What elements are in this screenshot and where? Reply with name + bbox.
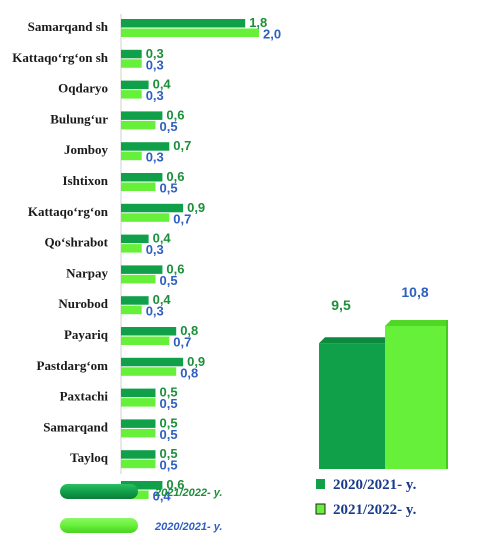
data-label-2021-2022: 1,8 [249,15,267,30]
category-label: Paxtachi [60,389,109,404]
bar-2021-2022 [121,388,156,398]
data-label-2020-2021: 0,3 [146,88,164,103]
data-label-2020-2021: 0,8 [180,365,198,380]
total-bar [319,343,385,469]
category-label: Payariq [64,327,109,342]
data-label-2021-2022: 0,6 [166,261,184,276]
total-bar-side [446,320,448,469]
data-label-2020-2021: 0,3 [146,150,164,165]
bar-2021-2022 [121,327,177,336]
data-label-2020-2021: 0,5 [160,458,178,473]
bar-2020-2021 [121,59,142,68]
category-label: Bulung‘ur [50,111,108,126]
category-label: Pastdarg‘om [37,358,109,373]
bar-2021-2022 [121,481,163,490]
bar-2021-2022 [121,111,163,120]
total-bar [385,326,447,469]
data-label-2021-2022: 0,5 [160,446,178,461]
data-label-2020-2021: 0,3 [146,304,164,319]
bar-2020-2021 [121,367,177,376]
data-label-2020-2021: 0,5 [160,427,178,442]
data-label-2021-2022: 0,9 [187,200,205,215]
data-label-2020-2021: 0,3 [146,242,164,257]
bar-2020-2021 [121,213,170,222]
data-label-2021-2022: 0,6 [166,477,184,492]
bar-2021-2022 [121,419,156,428]
total-data-label: 10,8 [401,284,428,300]
category-label: Tayloq [70,450,109,465]
data-label-2021-2022: 0,7 [173,138,191,153]
bar-2020-2021 [121,428,156,438]
bar-2020-2021 [121,151,142,161]
bar-2020-2021 [121,305,142,315]
bar-2020-2021 [121,90,142,99]
district-chart-legend: 2021/2022- y. 2020/2021- y. [60,484,222,533]
total-bar-chart: 9,5 10,8 [319,284,448,469]
data-label-2021-2022: 0,3 [146,46,164,61]
bar-2020-2021 [121,274,156,284]
bar-2020-2021 [121,398,156,407]
total-bar-top [319,337,385,344]
bar-2021-2022 [121,203,184,213]
legend-swatch [316,479,325,489]
data-label-2021-2022: 0,5 [160,415,178,430]
bar-2021-2022 [121,357,184,367]
data-label-2021-2022: 0,4 [153,231,172,246]
data-label-2020-2021: 2,0 [263,27,281,42]
legend-swatch [315,503,326,515]
legend-label: 2020/2021- y. [333,477,417,493]
category-label: Jomboy [64,142,109,157]
data-label-2021-2022: 0,9 [187,354,205,369]
total-chart-legend: 2020/2021- y. 2021/2022- y. [315,477,417,518]
data-label-2021-2022: 0,5 [160,385,178,400]
data-label-2021-2022: 0,4 [153,292,172,307]
data-label-2020-2021: 0,5 [160,396,178,411]
category-label: Kattaqo‘rg‘on sh [12,50,108,65]
category-label: Narpay [66,265,108,280]
data-label-2021-2022: 0,4 [153,77,172,92]
bar-2020-2021 [121,459,156,469]
bar-2021-2022 [121,265,163,274]
bar-2020-2021 [121,182,156,191]
data-label-2020-2021: 0,7 [173,335,191,350]
category-label: Nurobod [58,296,108,311]
bar-2021-2022 [121,173,163,182]
data-label-2021-2022: 0,8 [180,323,198,338]
bar-2021-2022 [121,450,156,459]
data-label-2020-2021: 0,5 [160,181,178,196]
legend-swatch [60,484,138,499]
data-label-2021-2022: 0,6 [166,107,184,122]
category-label: Samarqand [43,419,109,434]
data-label-2020-2021: 0,4 [153,489,172,504]
category-label: Oqdaryo [58,81,108,96]
data-label-2020-2021: 0,7 [173,211,191,226]
bar-2021-2022 [121,296,149,305]
legend-label: 2020/2021- y. [154,521,222,533]
data-label-2021-2022: 0,6 [166,169,184,184]
bar-2020-2021 [121,244,142,253]
bar-2021-2022 [121,234,149,244]
total-bar-top [385,320,447,326]
legend-label: 2021/2022- y. [154,487,222,499]
category-label: Samarqand sh [28,19,109,34]
bar-2021-2022 [121,142,170,151]
category-label: Ishtixon [62,173,108,188]
category-label: Qo‘shrabot [44,235,108,250]
data-label-2020-2021: 0,3 [146,57,164,72]
data-label-2020-2021: 0,5 [160,273,178,288]
category-label: Kattaqo‘rg‘on [28,204,109,219]
bar-2021-2022 [121,19,246,28]
data-label-2020-2021: 0,5 [160,119,178,134]
bar-2021-2022 [121,80,149,90]
bar-2020-2021 [121,120,156,130]
bar-2021-2022 [121,49,142,59]
bar-2020-2021 [121,28,259,37]
total-data-label: 9,5 [331,297,351,313]
legend-label: 2021/2022- y. [333,502,417,518]
legend-swatch [60,518,138,533]
bar-2020-2021 [121,336,170,345]
